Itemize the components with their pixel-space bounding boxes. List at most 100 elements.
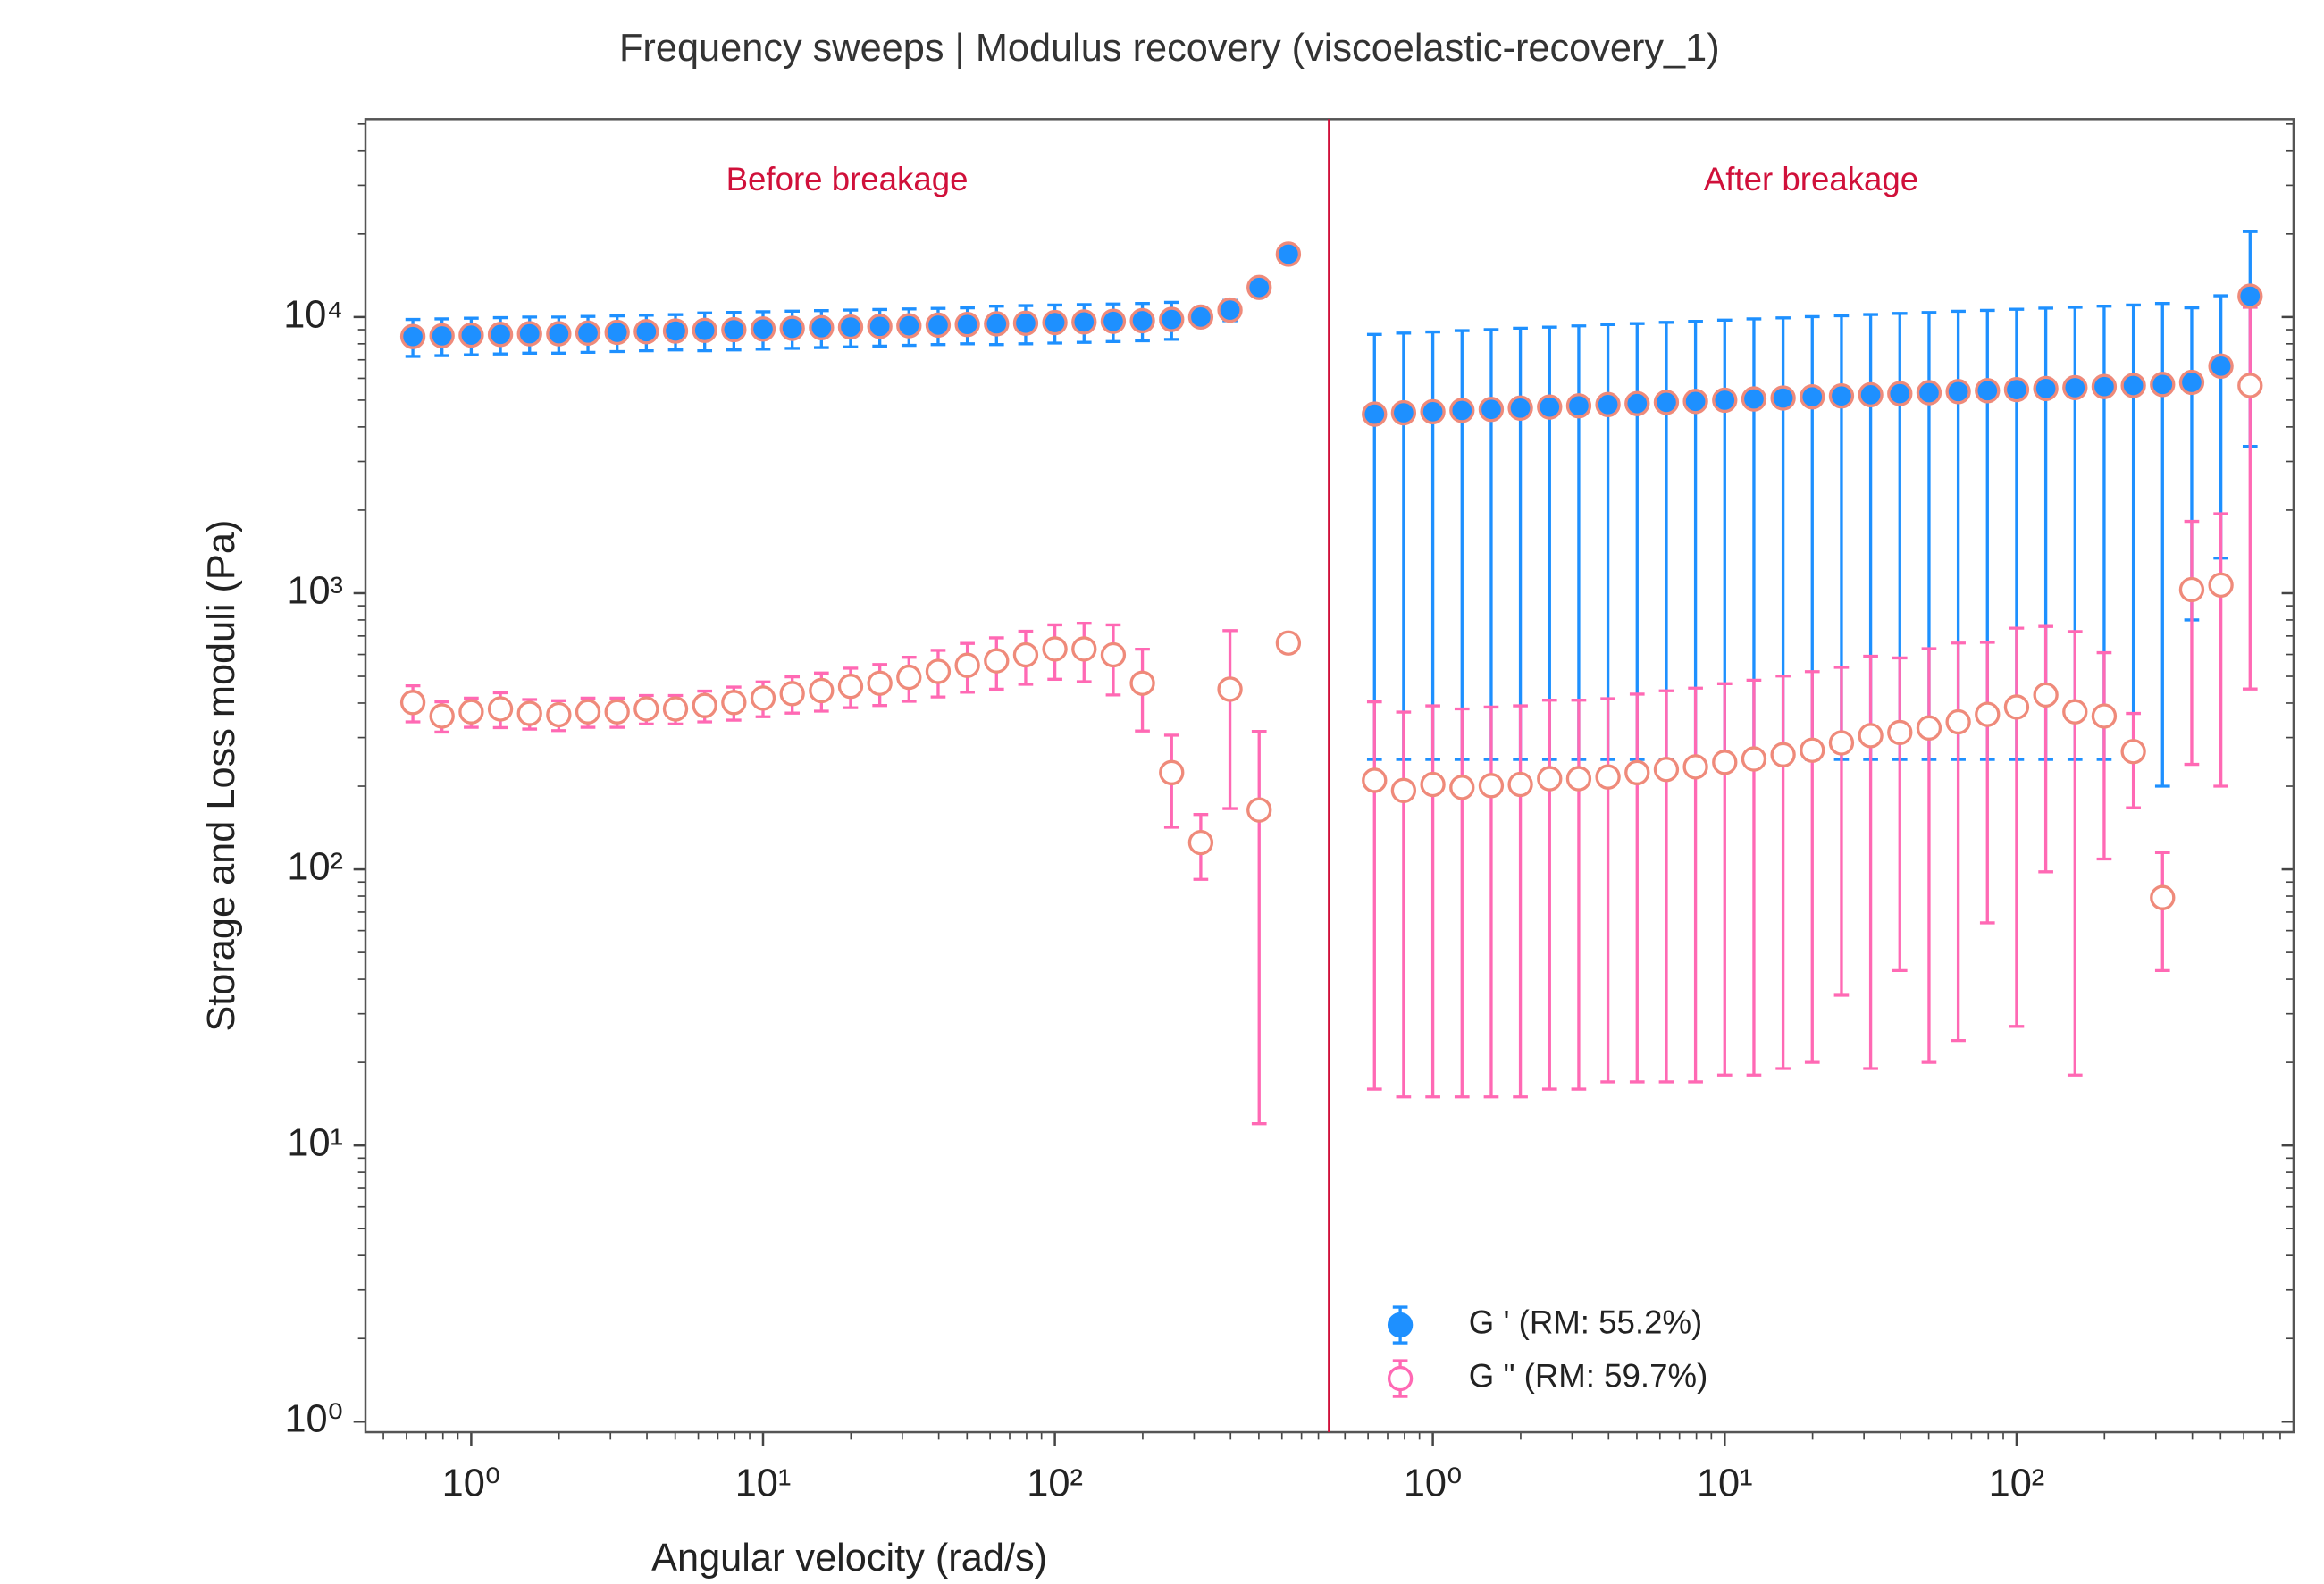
data-point	[1507, 771, 1533, 798]
data-point	[750, 685, 776, 711]
error-bar	[1396, 331, 1412, 761]
data-point	[1217, 676, 1243, 702]
y-tick-label: 10⁴	[283, 293, 343, 336]
y-tick-label: 10⁰	[284, 1398, 343, 1441]
data-point	[692, 692, 717, 718]
data-point	[779, 315, 805, 341]
data-point	[575, 320, 601, 346]
data-point	[1565, 393, 1592, 419]
data-point	[604, 319, 630, 346]
data-point	[1916, 715, 1942, 742]
annotation: Before breakage	[726, 161, 969, 197]
error-bar	[1366, 700, 1382, 1091]
chart-title: Frequency sweeps | Modulus recovery (vis…	[619, 27, 1720, 70]
data-point	[2150, 372, 2176, 398]
data-point	[1071, 636, 1097, 662]
data-point	[1275, 241, 1302, 267]
data-point	[1362, 767, 1388, 793]
data-point	[1565, 766, 1592, 792]
data-point	[487, 696, 514, 722]
series-group	[1362, 230, 2263, 1099]
error-bar	[1658, 689, 1674, 1084]
data-point	[1916, 380, 1942, 406]
data-point	[633, 696, 659, 722]
data-point	[1712, 387, 1738, 414]
data-point	[633, 319, 659, 345]
error-bar	[1804, 670, 1820, 1064]
data-point	[1100, 641, 1127, 668]
series-group	[399, 241, 1302, 1126]
data-point	[1420, 771, 1446, 798]
data-point	[1129, 670, 1155, 696]
y-tick-label: 10³	[287, 569, 343, 612]
error-bar	[1396, 710, 1412, 1099]
data-point	[1858, 723, 1884, 749]
error-bar	[2009, 626, 2025, 1028]
data-point	[1129, 307, 1155, 334]
data-point	[1800, 384, 1825, 410]
data-point	[1653, 390, 1680, 415]
data-point	[925, 658, 952, 684]
data-point	[662, 318, 689, 344]
data-point	[837, 674, 864, 700]
data-point	[1770, 385, 1796, 411]
data-point	[1770, 742, 1796, 767]
data-point	[546, 321, 572, 347]
data-point	[1478, 773, 1505, 799]
x-tick-label: 10⁰	[1404, 1462, 1463, 1504]
data-point	[896, 313, 922, 339]
data-point	[896, 664, 922, 691]
data-point	[1858, 381, 1884, 408]
error-bar	[1541, 698, 1557, 1091]
data-point	[867, 314, 893, 339]
data-point	[2237, 283, 2263, 309]
error-bar	[1979, 641, 1995, 925]
data-point	[721, 690, 747, 716]
data-point	[1595, 764, 1621, 790]
error-bar	[1863, 654, 1878, 1070]
data-point	[750, 316, 776, 342]
error-bar	[2096, 650, 2112, 861]
data-point	[1012, 641, 1039, 668]
data-point	[2208, 353, 2234, 380]
error-bar	[1483, 328, 1499, 761]
data-point	[1682, 754, 1708, 780]
data-point	[1478, 397, 1505, 423]
data-point	[399, 690, 426, 716]
data-point	[1042, 636, 1068, 662]
x-tick-label: 10²	[1027, 1462, 1083, 1504]
data-point	[1975, 378, 2001, 404]
data-point	[1187, 304, 1214, 331]
data-point	[809, 677, 835, 704]
error-bar	[1571, 324, 1587, 761]
data-point	[1362, 401, 1388, 427]
error-bar	[2242, 306, 2258, 691]
data-point	[2237, 373, 2263, 398]
data-point	[1741, 386, 1767, 412]
x-tick-label: 10¹	[1697, 1462, 1753, 1504]
data-point	[2033, 375, 2059, 402]
error-bar	[1513, 704, 1528, 1099]
data-point	[2208, 572, 2234, 599]
data-point	[1537, 766, 1563, 792]
data-point	[1187, 829, 1214, 856]
data-point	[1828, 383, 1855, 409]
data-point	[809, 314, 835, 340]
error-bar	[2067, 630, 2083, 1077]
data-point	[1682, 389, 1708, 415]
data-point	[1828, 730, 1855, 756]
data-point	[1975, 701, 2001, 727]
data-point	[837, 314, 864, 340]
data-point	[1012, 310, 1039, 336]
data-point	[1246, 797, 1272, 823]
data-point	[1217, 297, 1243, 323]
data-point	[2150, 884, 2176, 910]
data-point	[1595, 391, 1621, 418]
error-bar	[1454, 329, 1470, 761]
data-point	[1653, 757, 1680, 783]
error-bar	[1746, 678, 1762, 1077]
data-point	[984, 648, 1010, 674]
x-axis-label: Angular velocity (rad/s)	[651, 1537, 1047, 1580]
data-point	[692, 317, 717, 343]
